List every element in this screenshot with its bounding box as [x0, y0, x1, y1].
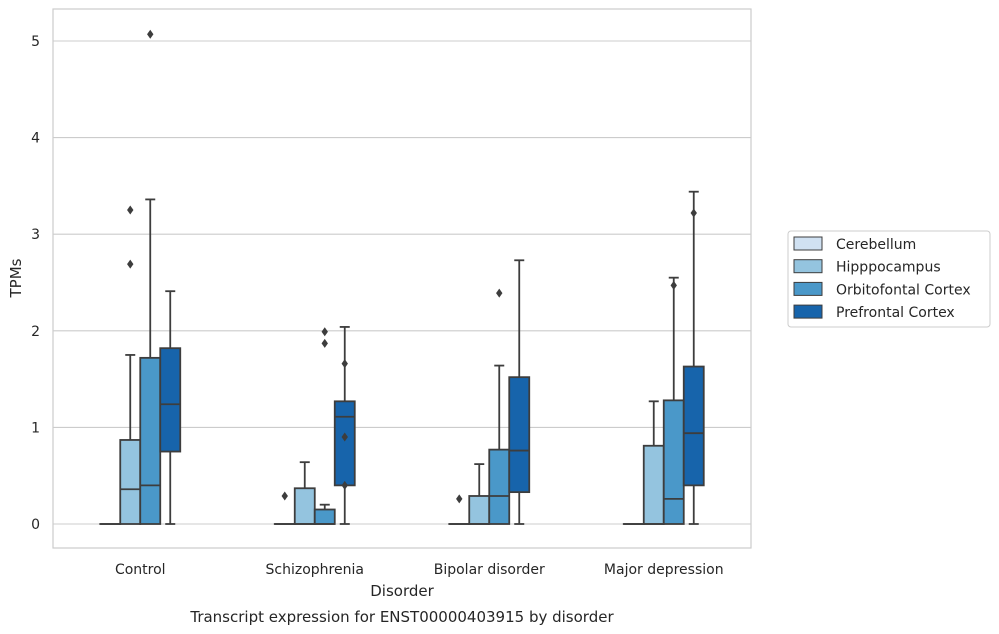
x-tick-label-schizophrenia: Schizophrenia [266, 562, 364, 578]
y-axis-label: TPMs [7, 258, 25, 298]
y-tick-label: 4 [31, 131, 40, 147]
outlier-point [341, 480, 348, 490]
outlier-point [341, 432, 348, 442]
legend: Cerebellum Hipppocampus Orbitofontal Corte… [787, 230, 991, 328]
plot-frame [52, 8, 752, 549]
box-bipolar-disorder-orbitofontal-cortex [488, 288, 511, 525]
outlier-point [147, 29, 154, 39]
x-axis-ticks: Control Schizophrenia Bipolar disorder Majo… [115, 562, 724, 578]
legend-swatch-cerebellum [793, 236, 823, 251]
legend-label-cerebellum: Cerebellum [836, 237, 916, 253]
box-body [139, 356, 162, 525]
box-body [468, 495, 491, 525]
legend-label-hipppocampus: Hipppocampus [836, 260, 941, 276]
x-tick-label-major-depression: Major depression [604, 562, 724, 578]
box-body [662, 399, 685, 525]
box-body [159, 347, 182, 453]
outlier-point [670, 280, 677, 290]
box-plot-area [99, 29, 705, 525]
legend-swatch-hipppocampus [793, 259, 823, 274]
x-tick-label-control: Control [115, 562, 166, 578]
box-body [119, 439, 142, 525]
box-body [333, 400, 356, 487]
outlier-point [690, 208, 697, 218]
y-axis-ticks: 0 1 2 3 4 5 [31, 34, 40, 533]
box-bipolar-disorder-cerebellum [448, 494, 471, 525]
y-tick-label: 3 [31, 227, 40, 243]
outlier-point [456, 494, 463, 504]
box-schizophrenia-orbitofontal-cortex [313, 327, 336, 525]
box-body [488, 448, 511, 525]
legend-label-prefrontal-cortex: Prefrontal Cortex [836, 305, 955, 321]
box-control-hipppocampus [119, 205, 142, 525]
box-control-prefrontal-cortex [159, 290, 182, 525]
y-tick-label: 2 [31, 324, 40, 340]
chart-caption: Transcript expression for ENST0000040391… [189, 608, 614, 626]
box-body [682, 365, 705, 487]
legend-swatch-prefrontal-cortex [793, 304, 823, 319]
outlier-point [321, 338, 328, 348]
box-bipolar-disorder-hipppocampus [468, 463, 491, 525]
box-schizophrenia-prefrontal-cortex [333, 326, 356, 525]
outlier-point [127, 259, 134, 269]
box-body [313, 508, 336, 525]
outlier-point [341, 359, 348, 369]
box-major-depression-prefrontal-cortex [682, 190, 705, 525]
outlier-point [127, 205, 134, 215]
box-schizophrenia-cerebellum [273, 491, 296, 525]
box-body [293, 487, 316, 525]
y-tick-label: 1 [31, 420, 40, 436]
box-body [642, 444, 665, 525]
y-tick-label: 5 [31, 34, 40, 50]
legend-swatch-orbitofontal-cortex [793, 281, 823, 296]
outlier-point [321, 327, 328, 337]
legend-frame [787, 230, 991, 328]
outlier-point [496, 288, 503, 298]
box-bipolar-disorder-prefrontal-cortex [508, 259, 531, 525]
legend-label-orbitofontal-cortex: Orbitofontal Cortex [836, 282, 971, 298]
box-schizophrenia-hipppocampus [293, 461, 316, 525]
outlier-point [281, 491, 288, 501]
x-tick-label-bipolar-disorder: Bipolar disorder [434, 562, 545, 578]
y-tick-label: 0 [31, 517, 40, 533]
x-axis-label: Disorder [370, 582, 434, 600]
box-control-orbitofontal-cortex [139, 29, 162, 525]
box-body [508, 376, 531, 494]
box-major-depression-hipppocampus [642, 400, 665, 525]
box-major-depression-orbitofontal-cortex [662, 276, 685, 525]
